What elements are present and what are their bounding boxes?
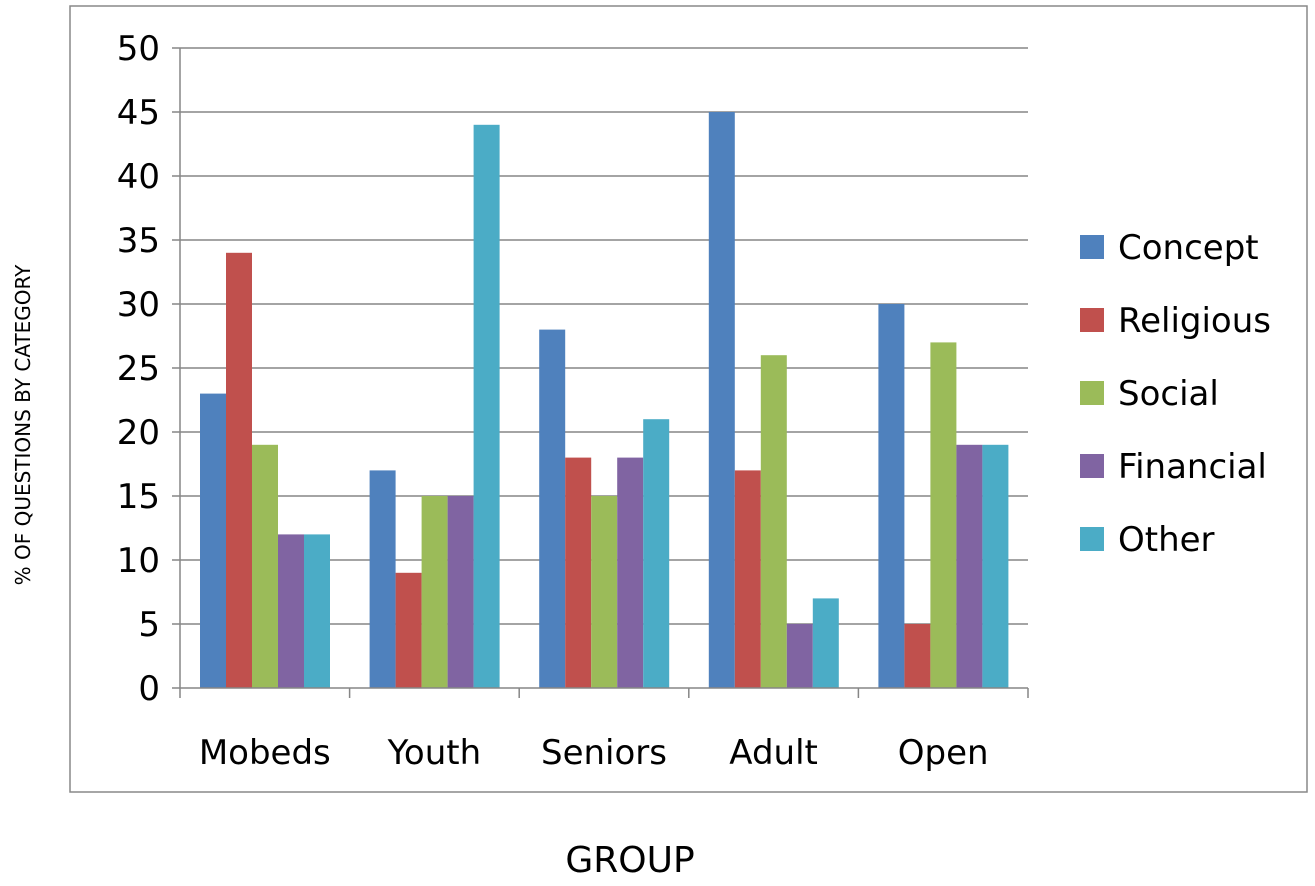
- bar-other-mobeds: [304, 534, 330, 688]
- legend-swatch-financial: [1080, 454, 1104, 478]
- bar-religious-adult: [734, 470, 761, 688]
- axes: [179, 48, 1029, 698]
- bar-religious-seniors: [565, 457, 592, 688]
- legend-swatch-social: [1080, 381, 1104, 405]
- y-tick-label: 35: [117, 221, 160, 261]
- legend-label-concept: Concept: [1118, 228, 1259, 268]
- y-tick-label: 0: [138, 669, 160, 709]
- legend-label-social: Social: [1118, 374, 1219, 414]
- bar-concept-open: [878, 304, 905, 688]
- bar-concept-adult: [708, 112, 735, 688]
- x-axis-title: GROUP: [565, 840, 694, 881]
- bar-social-seniors: [591, 496, 618, 688]
- legend-swatch-concept: [1080, 235, 1104, 259]
- y-tick-label: 50: [117, 29, 160, 69]
- x-tick-label: Youth: [387, 733, 481, 773]
- x-tick-label: Seniors: [541, 733, 667, 773]
- bar-financial-youth: [447, 496, 474, 688]
- y-tick-label: 5: [138, 605, 160, 645]
- bar-social-adult: [760, 355, 787, 688]
- bar-other-open: [982, 444, 1009, 688]
- bar-concept-mobeds: [200, 393, 226, 688]
- x-tick-label: Open: [898, 733, 989, 773]
- legend-swatch-religious: [1080, 308, 1104, 332]
- y-tick-label: 30: [117, 285, 160, 325]
- bar-religious-youth: [395, 572, 422, 688]
- bar-other-youth: [473, 124, 500, 689]
- bar-religious-mobeds: [226, 252, 252, 689]
- x-tick-labels: Mobeds Youth Seniors Adult Open: [199, 733, 989, 773]
- y-tick-label: 45: [117, 93, 160, 133]
- bar-religious-open: [904, 624, 931, 688]
- y-tick-label: 40: [117, 157, 160, 197]
- x-tick-label: Mobeds: [199, 733, 331, 773]
- bars: [200, 112, 1009, 689]
- y-tick-label: 10: [117, 541, 160, 581]
- bar-other-seniors: [643, 419, 670, 688]
- y-tick-label: 25: [117, 349, 160, 389]
- y-tick-labels: 0 5 10 15 20 25 30 35 40 45 50: [117, 29, 160, 709]
- bar-social-mobeds: [252, 444, 278, 688]
- bar-financial-mobeds: [278, 534, 304, 688]
- bar-concept-seniors: [539, 329, 566, 688]
- bar-other-adult: [812, 598, 839, 688]
- bar-concept-youth: [369, 470, 396, 688]
- bar-financial-adult: [786, 624, 813, 688]
- legend-label-religious: Religious: [1118, 301, 1271, 341]
- y-tick-label: 15: [117, 477, 160, 517]
- legend-label-other: Other: [1118, 520, 1215, 560]
- y-tick-label: 20: [117, 413, 160, 453]
- bar-social-youth: [421, 496, 448, 688]
- y-axis-title: % OF QUESTIONS BY CATEGORY: [11, 264, 35, 586]
- bar-financial-seniors: [617, 457, 644, 688]
- legend-label-financial: Financial: [1118, 447, 1267, 487]
- legend: Concept Religious Social Financial Other: [1080, 228, 1271, 560]
- bar-financial-open: [956, 444, 983, 688]
- x-tick-label: Adult: [729, 733, 818, 773]
- bar-social-open: [930, 342, 957, 688]
- legend-swatch-other: [1080, 527, 1104, 551]
